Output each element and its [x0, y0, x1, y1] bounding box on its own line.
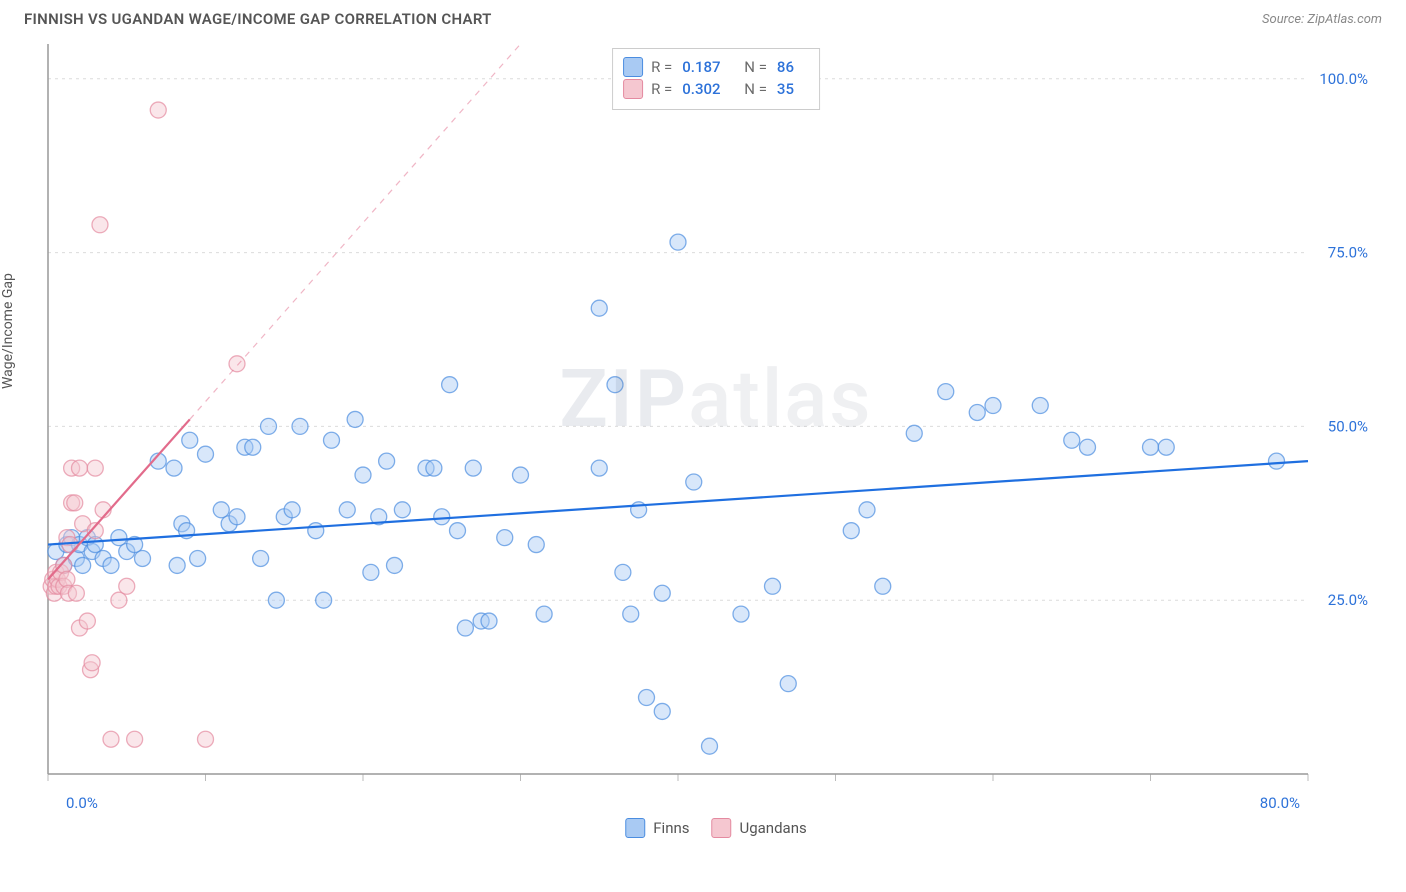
svg-text:0.0%: 0.0% — [66, 794, 98, 812]
series-swatch-icon — [623, 79, 643, 99]
stat-r-label: R = — [651, 58, 672, 76]
legend-label: Ugandans — [740, 819, 807, 837]
chart-title: FINNISH VS UGANDAN WAGE/INCOME GAP CORRE… — [24, 10, 492, 28]
svg-text:100.0%: 100.0% — [1319, 70, 1368, 88]
svg-text:75.0%: 75.0% — [1328, 244, 1368, 262]
scatter-chart: 25.0% 50.0% 75.0% 100.0% 0.0% 80.0% — [38, 34, 1378, 814]
legend-label: Finns — [653, 819, 689, 837]
stats-row: R = 0.187 N = 86 — [623, 57, 805, 77]
stats-legend: R = 0.187 N = 86 R = 0.302 N = 35 — [612, 48, 820, 110]
stat-n-value: 35 — [777, 80, 805, 98]
stat-n-label: N = — [744, 58, 767, 76]
stat-r-value: 0.187 — [682, 58, 736, 76]
series-swatch-icon — [712, 818, 732, 838]
stats-row: R = 0.302 N = 35 — [623, 79, 805, 99]
stat-r-value: 0.302 — [682, 80, 736, 98]
series-legend: Finns Ugandans — [625, 818, 807, 838]
chart-area: Wage/Income Gap 25.0%50.0%75.0%100.0%0.0… — [38, 34, 1394, 844]
svg-text:50.0%: 50.0% — [1328, 417, 1368, 435]
series-swatch-icon — [625, 818, 645, 838]
stat-n-label: N = — [744, 80, 767, 98]
source-label: Source: ZipAtlas.com — [1262, 12, 1382, 27]
y-axis-label: Wage/Income Gap — [0, 273, 16, 389]
legend-item: Ugandans — [712, 818, 807, 838]
stat-n-value: 86 — [777, 58, 805, 76]
stat-r-label: R = — [651, 80, 672, 98]
series-swatch-icon — [623, 57, 643, 77]
svg-text:80.0%: 80.0% — [1260, 794, 1300, 812]
legend-item: Finns — [625, 818, 689, 838]
svg-text:25.0%: 25.0% — [1328, 591, 1368, 609]
